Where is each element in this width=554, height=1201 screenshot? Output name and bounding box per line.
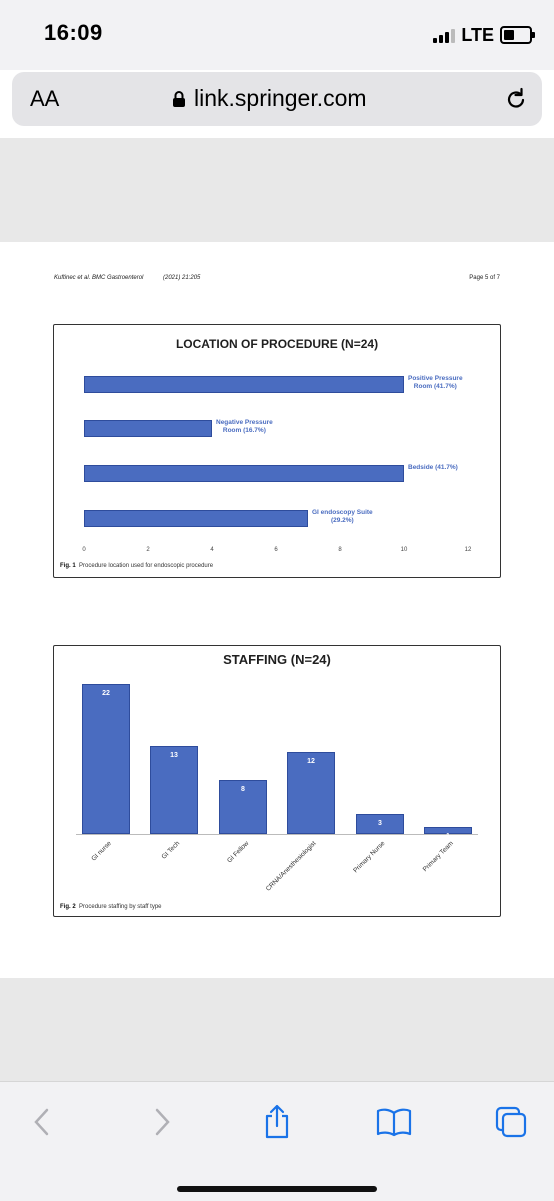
bar [84, 510, 308, 527]
chart-title: LOCATION OF PROCEDURE (N=24) [175, 337, 379, 351]
book-icon [376, 1108, 412, 1137]
running-header-authors: Kuftinec et al. BMC Gastroenterol [54, 275, 144, 281]
data-label: 3 [378, 819, 382, 827]
text-size-button[interactable]: AA [30, 86, 59, 112]
x-tick-label: 4 [210, 547, 214, 553]
bar [356, 813, 404, 834]
bar [84, 376, 404, 393]
bar [84, 420, 212, 437]
forward-button[interactable] [142, 1102, 182, 1142]
x-axis-line [76, 834, 478, 835]
status-bar: 16:09 LTE [0, 0, 554, 70]
page-number: Page 5 of 7 [469, 275, 500, 281]
data-label: 1 [446, 833, 450, 841]
back-button[interactable] [22, 1102, 62, 1142]
share-button[interactable] [257, 1102, 297, 1142]
figure-1-caption: Fig. 1 Procedure location used for endos… [60, 563, 213, 569]
x-tick-label: GI Tech [160, 840, 181, 861]
tabs-button[interactable] [491, 1102, 531, 1142]
caption-label: Fig. 1 [60, 563, 76, 569]
bar [84, 465, 404, 482]
caption-label: Fig. 2 [60, 904, 76, 910]
lock-icon [173, 90, 185, 107]
status-indicators: LTE [433, 22, 535, 48]
x-tick-label: GI Fellow [225, 840, 250, 865]
running-header-citation: (2021) 21:205 [163, 275, 201, 281]
x-tick-label: 6 [274, 547, 278, 553]
x-tick-label: 0 [82, 547, 86, 553]
bookmarks-button[interactable] [374, 1102, 414, 1142]
chart-title: STAFFING (N=24) [223, 652, 331, 667]
chevron-left-icon [34, 1108, 49, 1136]
home-indicator [177, 1186, 377, 1192]
x-tick-label: 10 [400, 547, 408, 553]
status-time: 16:09 [44, 20, 103, 45]
data-label: 13 [170, 751, 178, 759]
data-label: 8 [241, 785, 245, 793]
text-size-label: AA [30, 86, 60, 111]
figure-1: LOCATION OF PROCEDURE (N=24) Fig. 1 Proc… [53, 324, 501, 578]
page-gutter-top [0, 138, 554, 242]
browser-toolbar [0, 1081, 554, 1201]
data-label: 12 [307, 758, 315, 766]
signal-icon [433, 27, 456, 43]
url-field[interactable]: link.springer.com [172, 85, 367, 112]
bar [287, 752, 335, 834]
address-bar[interactable]: AA link.springer.com [12, 72, 542, 126]
data-label: Bedside (41.7%) [408, 464, 458, 471]
data-label: Positive Pressure Room (41.7%) [408, 375, 463, 391]
data-label: 22 [102, 690, 110, 698]
x-tick-label: GI nurse [90, 840, 113, 863]
network-label: LTE [461, 24, 494, 45]
data-label: Negative Pressure Room (16.7%) [216, 419, 273, 435]
x-tick-label: 2 [146, 547, 150, 553]
reload-icon [507, 87, 525, 108]
figure-2: STAFFING (N=24) Fig. 2 Procedure staffin… [53, 645, 501, 917]
x-tick-label: CRNA/Anesthesiologist [265, 840, 318, 893]
url-text: link.springer.com [194, 85, 367, 111]
bar [424, 827, 472, 834]
share-icon [265, 1104, 289, 1139]
x-tick-label: 8 [338, 547, 342, 553]
battery-icon [500, 26, 535, 44]
x-tick-label: Primary Nurse [352, 840, 387, 875]
figure-2-caption: Fig. 2 Procedure staffing by staff type [60, 904, 162, 910]
bar [150, 745, 198, 834]
data-label: GI endoscopy Suite (29.2%) [312, 509, 373, 525]
chevron-right-icon [155, 1108, 170, 1136]
page-gutter-bottom [0, 978, 554, 1081]
bar [219, 779, 267, 834]
x-tick-label: Primary Team [421, 840, 455, 874]
bar [82, 684, 130, 834]
caption-text: Procedure staffing by staff type [79, 904, 162, 910]
tabs-icon [495, 1106, 527, 1138]
x-tick-label: 12 [464, 547, 472, 553]
caption-text: Procedure location used for endoscopic p… [79, 563, 214, 569]
reload-button[interactable] [504, 86, 528, 117]
